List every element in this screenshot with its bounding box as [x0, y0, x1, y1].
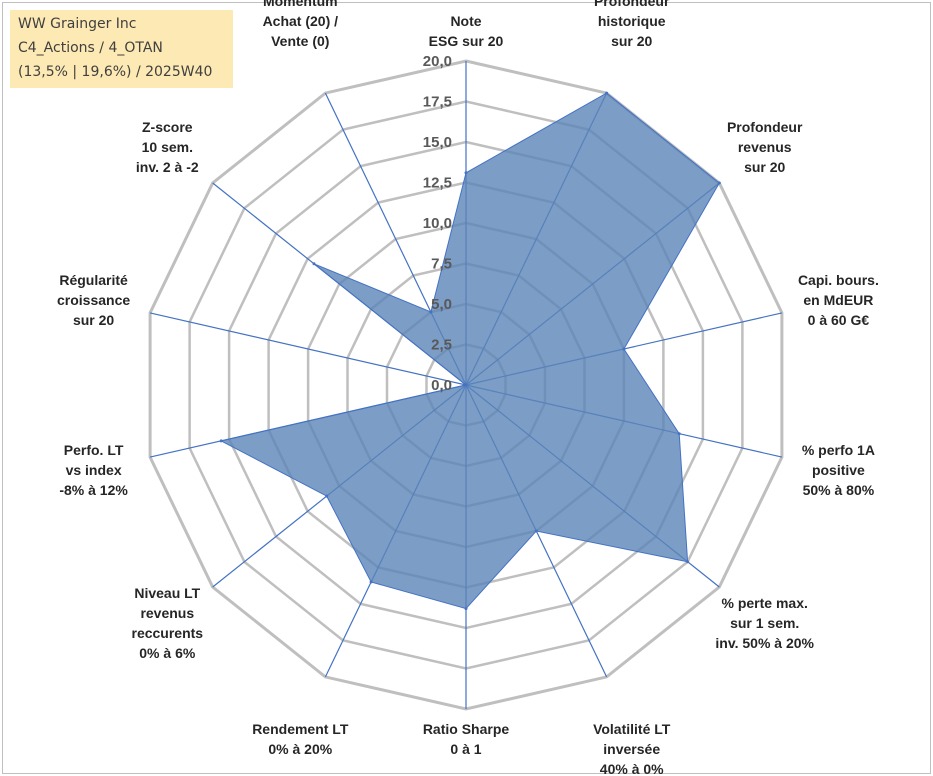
category-label-10: Perfo. LT vs index -8% à 12%	[59, 442, 128, 498]
series-point-11	[464, 383, 468, 387]
category-label-4: % perfo 1A positive 50% à 80%	[802, 442, 875, 498]
series-area-0	[219, 92, 720, 610]
series-point-6	[534, 529, 538, 533]
radar-tick-labels: 0,0 2,5 5,0 7,5 10,0 12,5 15,0 17,5 20,0	[423, 53, 452, 394]
tick-label-7: 17,5	[423, 94, 452, 111]
series-point-4	[677, 432, 681, 436]
tick-label-2: 5,0	[431, 296, 452, 313]
category-label-11: Régularité croissance sur 20	[57, 272, 130, 328]
category-label-8: Rendement LT 0% à 20%	[252, 721, 349, 757]
category-label-5: % perte max. sur 1 sem. inv. 50% à 20%	[715, 595, 814, 651]
tick-label-1: 2,5	[431, 337, 452, 354]
radar-series	[219, 91, 721, 611]
category-label-12: Z-score 10 sem. inv. 2 à -2	[136, 119, 199, 175]
category-label-2: Profondeur revenus sur 20	[727, 119, 803, 175]
series-point-7	[464, 607, 468, 611]
category-label-0: Note ESG sur 20	[429, 13, 504, 49]
series-point-0	[464, 171, 468, 175]
tick-label-4: 10,0	[423, 215, 452, 232]
series-point-2	[717, 181, 721, 185]
category-label-9: Niveau LT revenus reccurents 0% à 6%	[132, 585, 204, 661]
tick-label-0: 0,0	[431, 377, 452, 394]
series-point-3	[622, 347, 626, 351]
tick-label-8: 20,0	[423, 53, 452, 70]
spoke-11	[149, 312, 467, 386]
series-point-10	[219, 439, 223, 443]
series-point-12	[312, 262, 316, 266]
stock-stats: (13,5% | 19,6%) / 2025W40	[18, 64, 213, 80]
series-point-9	[325, 494, 329, 498]
category-label-3: Capi. bours. en MdEUR 0 à 60 G€	[798, 272, 879, 328]
stock-name: WW Grainger Inc	[18, 16, 137, 32]
category-label-13: Momentum Achat (20) / Vente (0)	[263, 0, 339, 49]
tick-label-5: 12,5	[423, 175, 452, 192]
stock-category: C4_Actions / 4_OTAN	[18, 40, 163, 56]
series-point-8	[369, 580, 373, 584]
series-point-13	[429, 310, 433, 314]
series-point-5	[686, 560, 690, 564]
category-label-7: Ratio Sharpe 0 à 1	[423, 721, 510, 757]
tick-label-3: 7,5	[431, 256, 452, 273]
series-point-1	[605, 91, 609, 95]
category-label-1: Profondeur historique sur 20	[594, 0, 670, 49]
stock-info-box: WW Grainger Inc C4_Actions / 4_OTAN (13,…	[10, 10, 233, 88]
tick-label-6: 15,0	[423, 134, 452, 151]
radar-category-labels: Note ESG sur 20 Profondeur historique sur 20…	[57, 0, 879, 776]
category-label-6: Volatilité LT inversée 40% à 0%	[593, 721, 671, 776]
